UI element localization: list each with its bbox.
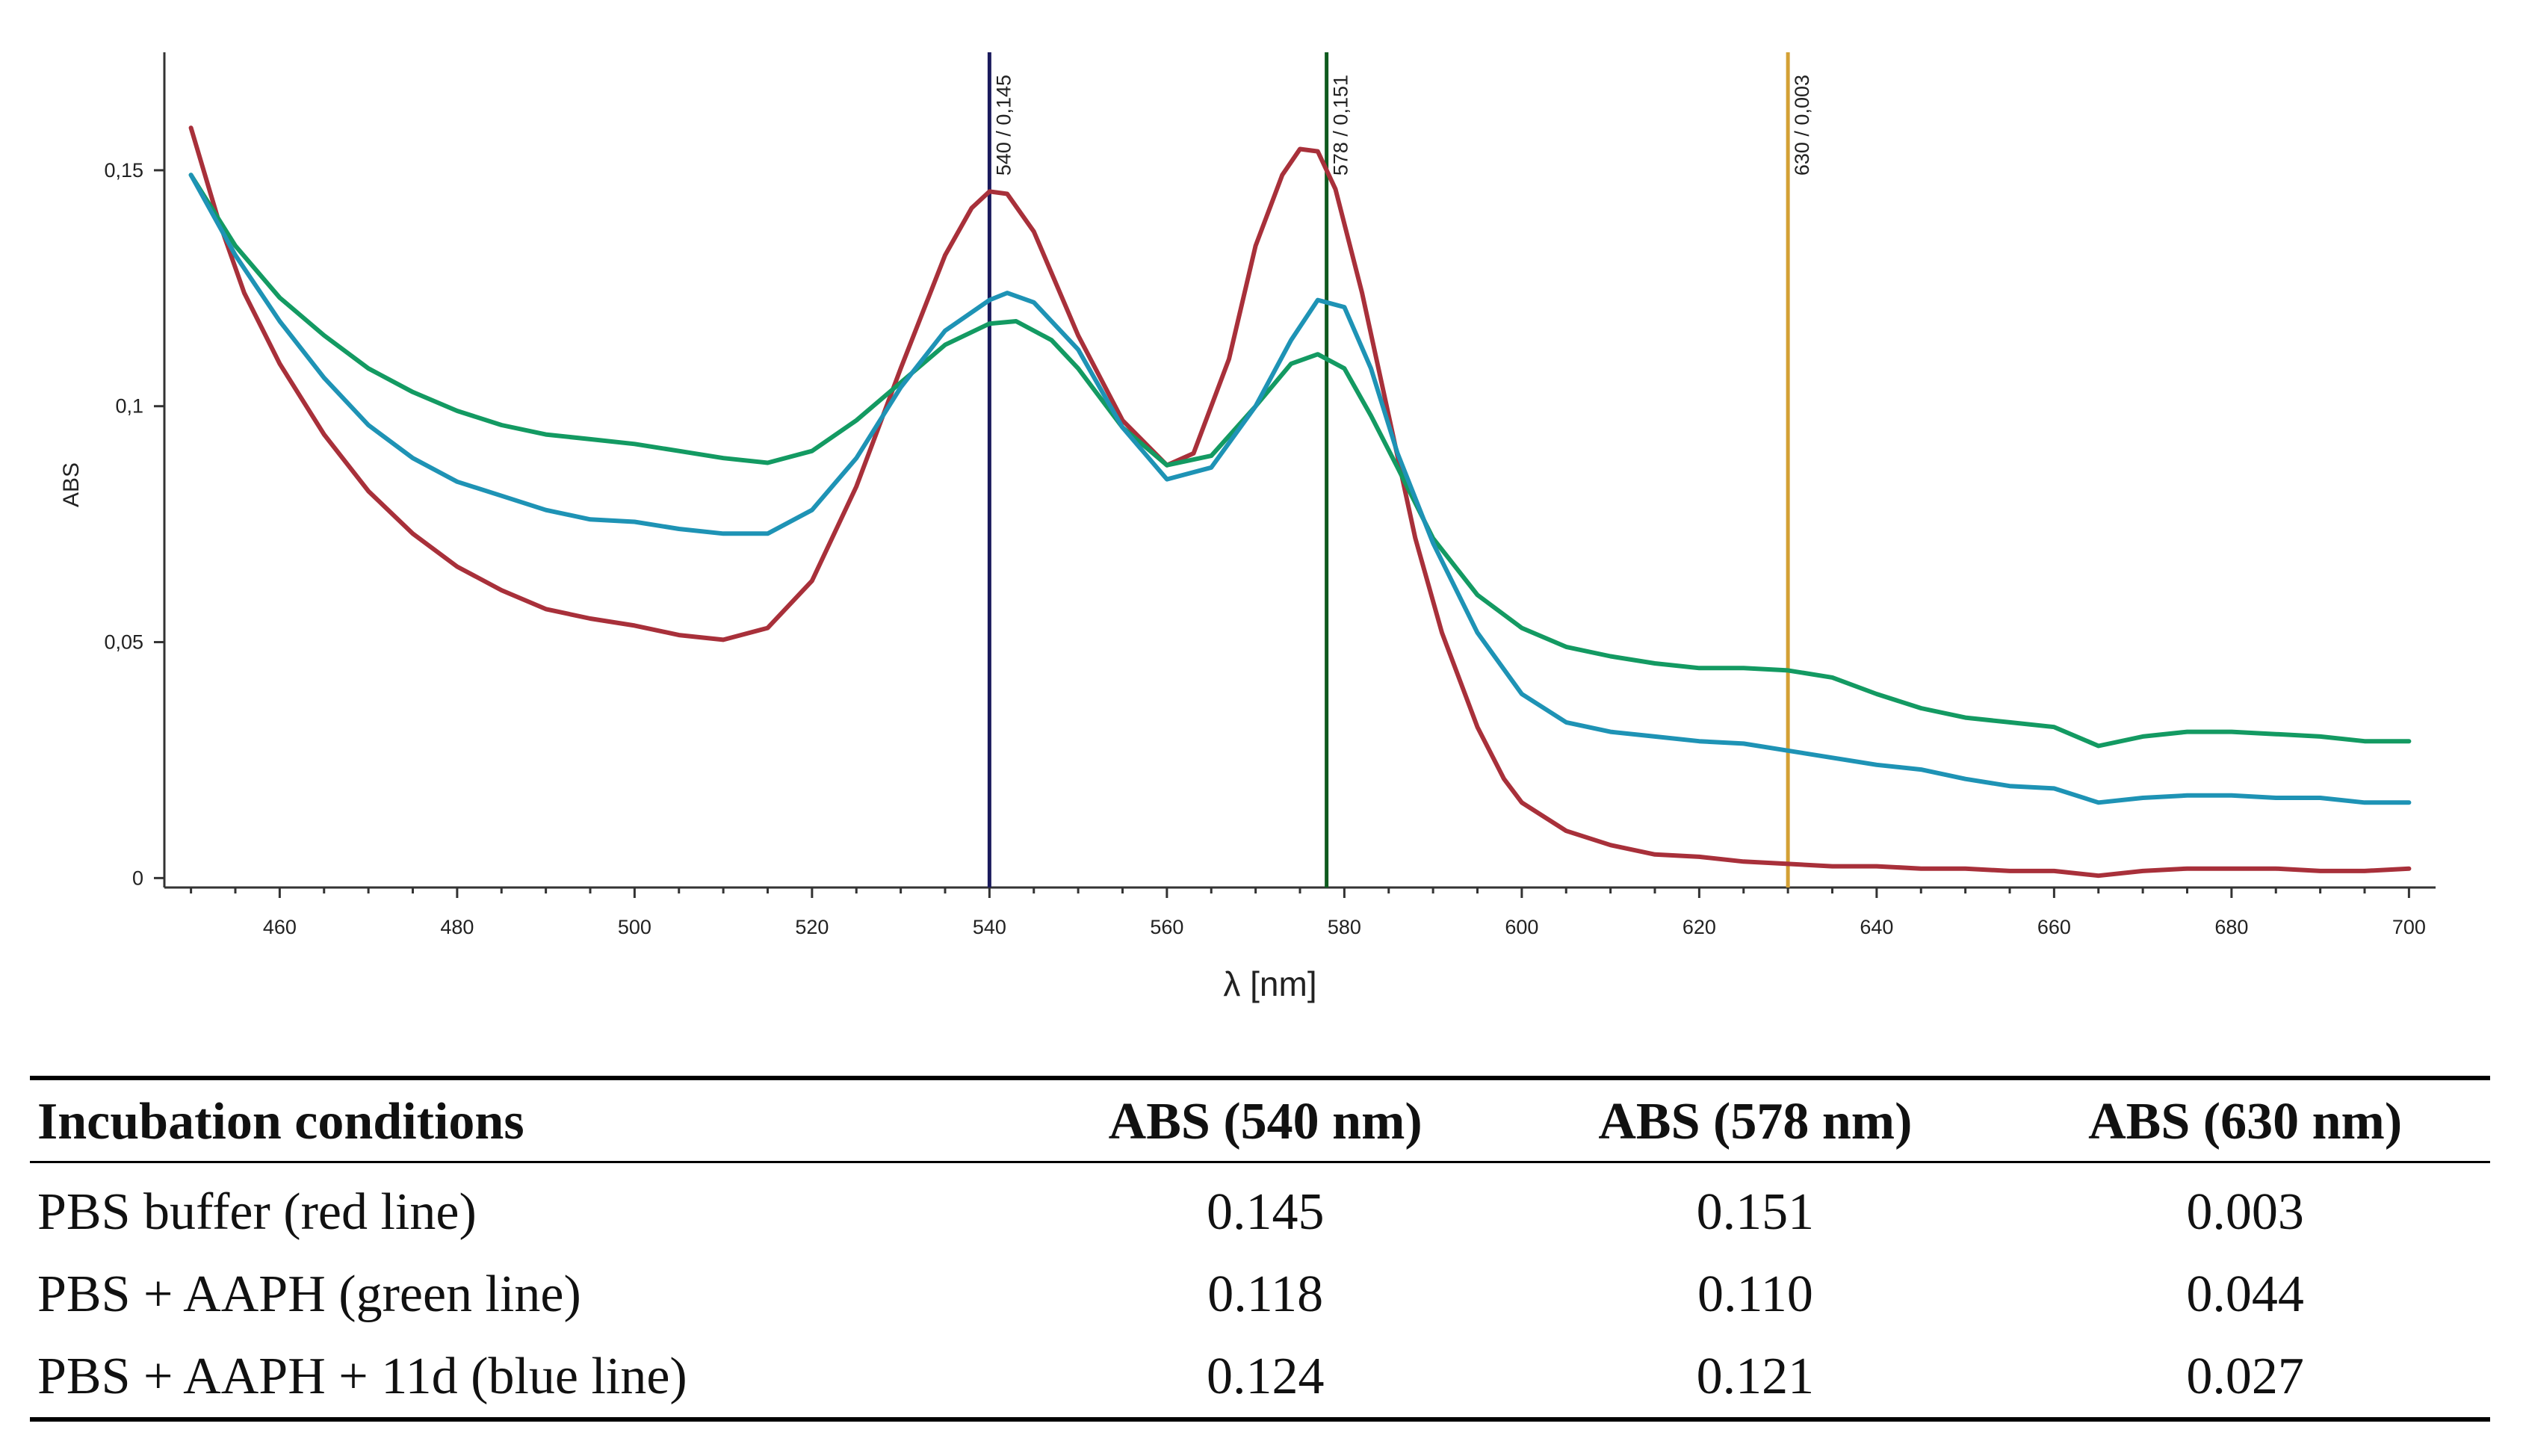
cell-abs-578: 0.110: [1697, 1266, 1813, 1323]
y-tick-label: 0,1: [115, 395, 143, 418]
x-axis-title: λ [nm]: [1223, 964, 1316, 1003]
series-line-1: [188, 126, 2412, 879]
cell-abs-630: 0.027: [2186, 1348, 2304, 1405]
cell-abs-540: 0.124: [1206, 1348, 1325, 1405]
x-tick-label: 640: [1860, 916, 1893, 938]
cell-abs-540: 0.118: [1207, 1266, 1324, 1323]
cell-condition: PBS buffer (red line): [37, 1183, 477, 1241]
y-tick-label: 0,05: [104, 631, 143, 654]
x-tick-label: 520: [795, 916, 829, 938]
y-tick-label: 0,15: [104, 159, 143, 182]
marker-label-540: 540 / 0,145: [992, 75, 1015, 176]
cell-condition: PBS + AAPH (green line): [37, 1266, 581, 1323]
x-tick-label: 600: [1505, 916, 1538, 938]
marker-label-578: 578 / 0,151: [1330, 75, 1352, 176]
x-tick-label: 660: [2037, 916, 2071, 938]
y-axis-title: ABS: [59, 462, 84, 507]
x-ticks: 460 480 500 520 540 560 580 600 620 640 660 680 700: [190, 887, 2426, 938]
x-tick-label: 500: [618, 916, 651, 938]
y-ticks: 0 0,05 0,1 0,15: [104, 159, 164, 889]
x-tick-label: 460: [263, 916, 297, 938]
x-tick-label: 560: [1150, 916, 1183, 938]
header-incubation-conditions: Incubation conditions: [37, 1093, 524, 1150]
table-row: PBS + AAPH + 11d (blue line) 0.124 0.121…: [30, 1335, 2490, 1419]
absorbance-table: Incubation conditions ABS (540 nm) ABS (…: [30, 1076, 2490, 1422]
cell-abs-630: 0.003: [2186, 1183, 2304, 1241]
cell-abs-540: 0.145: [1206, 1183, 1325, 1241]
marker-label-630: 630 / 0,003: [1791, 75, 1813, 176]
cell-condition: PBS + AAPH + 11d (blue line): [37, 1348, 687, 1405]
cell-abs-630: 0.044: [2186, 1266, 2304, 1323]
header-abs-578: ABS (578 nm): [1598, 1093, 1913, 1150]
cell-abs-578: 0.121: [1696, 1348, 1815, 1405]
absorbance-chart: 0 0,05 0,1 0,15 460 480 500 520 540 560 580 600 620…: [59, 52, 2436, 1003]
cell-abs-578: 0.151: [1696, 1183, 1815, 1241]
table-row: PBS buffer (red line) 0.145 0.151 0.003: [30, 1162, 2490, 1254]
y-tick-label: 0: [132, 867, 143, 889]
x-tick-label: 580: [1328, 916, 1361, 938]
series-line-3: [188, 173, 2412, 805]
x-tick-label: 620: [1682, 916, 1716, 938]
table-header-row: Incubation conditions ABS (540 nm) ABS (…: [30, 1078, 2490, 1162]
chart-axes: [163, 52, 2436, 889]
x-tick-label: 540: [973, 916, 1006, 938]
x-tick-label: 680: [2214, 916, 2248, 938]
table-row: PBS + AAPH (green line) 0.118 0.110 0.04…: [30, 1253, 2490, 1335]
header-abs-630: ABS (630 nm): [2088, 1093, 2403, 1150]
x-tick-label: 700: [2392, 916, 2426, 938]
header-abs-540: ABS (540 nm): [1108, 1093, 1423, 1150]
x-tick-label: 480: [440, 916, 474, 938]
series-line-2: [188, 173, 2412, 749]
spectra-series: [188, 126, 2412, 879]
